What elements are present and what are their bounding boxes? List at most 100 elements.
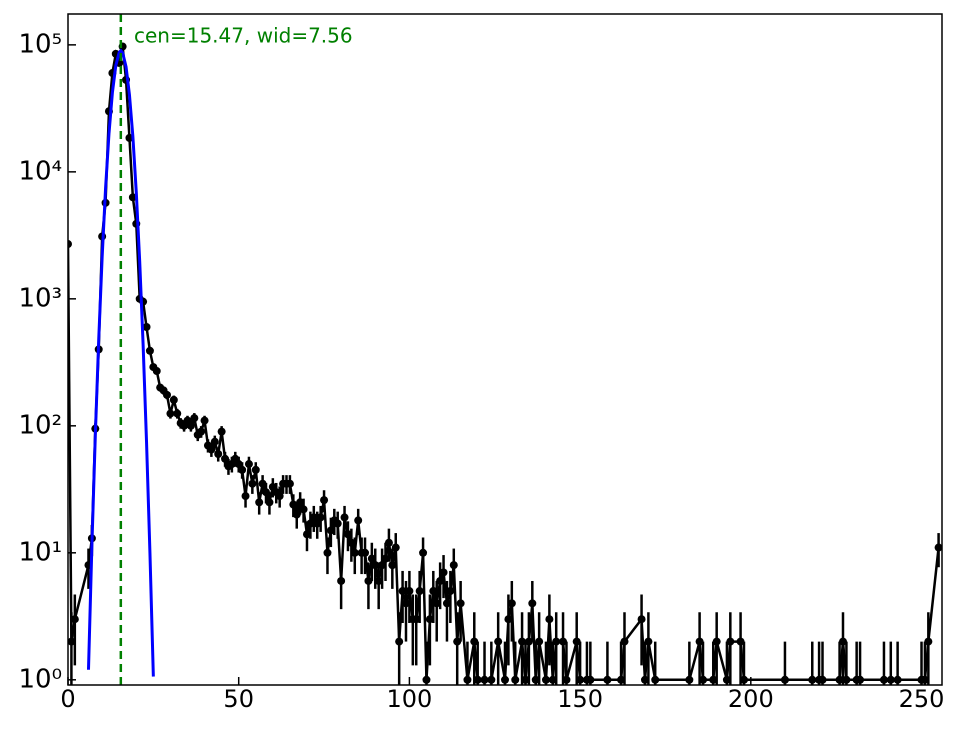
data-point [381,554,390,563]
data-point [262,488,271,497]
data-point [142,323,151,332]
data-point [726,637,735,646]
data-point [374,576,383,585]
data-point [361,548,370,557]
data-point [197,427,206,436]
data-point [572,637,581,646]
x-tick-label: 50 [223,685,254,713]
data-point [429,587,438,596]
data-point [473,675,482,684]
data-point [651,675,660,684]
data-point [487,675,496,684]
data-point [808,675,817,684]
data-point [739,675,748,684]
data-point [68,240,72,249]
data-point [395,637,404,646]
data-point [518,637,527,646]
y-tick-label: 10⁵ [18,29,62,59]
data-point [169,395,178,404]
data-point [323,548,332,557]
data-point [535,637,544,646]
data-point [398,587,407,596]
data-point [446,587,455,596]
data-point [886,675,895,684]
data-point [163,390,172,399]
data-point [166,409,175,418]
data-point [340,513,349,522]
data-point [214,449,223,458]
data-point [313,519,322,528]
data-point [709,675,718,684]
data-point [210,437,219,446]
data-point [603,675,612,684]
data-point [548,675,557,684]
data-point [924,637,933,646]
x-tick-label: 150 [557,685,603,713]
data-point [449,561,458,570]
data-point [258,479,267,488]
data-point [326,526,335,535]
data-point [350,548,359,557]
data-point [186,421,195,430]
data-point [893,675,902,684]
data-point [306,519,315,528]
data-point [521,675,530,684]
data-point [545,615,554,624]
data-point [68,637,76,646]
data-point [439,568,448,577]
data-point [453,637,462,646]
data-point [128,193,137,202]
data-point [70,615,79,624]
data-point [511,675,520,684]
x-tick-label: 0 [60,685,75,713]
data-point [422,675,431,684]
data-point [152,367,161,376]
data-point [528,599,537,608]
data-point [838,637,847,646]
y-tick-label: 10³ [18,283,62,313]
plot-frame [67,13,943,686]
y-tick-label: 10¹ [18,537,62,567]
data-point [384,538,393,547]
annotation: cen=15.47, wid=7.56 [134,24,353,48]
x-tick-label: 200 [728,685,774,713]
data-point [507,599,516,608]
data-point [559,637,568,646]
data-point [470,637,479,646]
data-point [695,637,704,646]
data-point [412,615,421,624]
data-point [371,561,380,570]
data-point [320,496,329,505]
data-point [562,675,571,684]
data-point [856,675,865,684]
data-point [309,513,318,522]
data-point [289,500,298,509]
data-point [378,561,387,570]
data-point [221,454,230,463]
data-point [248,479,257,488]
data-point [190,414,199,423]
data-point [217,427,226,436]
data-point [456,599,465,608]
data-point [415,587,424,596]
data-point [244,460,253,469]
data-point [275,492,284,501]
y-tick-label: 10² [18,410,62,440]
data-point [436,576,445,585]
data-point [480,675,489,684]
data-point [337,576,346,585]
data-point [241,492,250,501]
data-point [842,675,851,684]
data-point [685,675,694,684]
data-point [200,416,209,425]
x-tick-label: 250 [899,685,945,713]
data-point [442,599,451,608]
data-point [736,637,745,646]
data-point [367,554,376,563]
data-point [405,587,414,596]
data-point [494,637,503,646]
data-point [343,530,352,539]
data-point [504,615,513,624]
data-point [620,637,629,646]
data-point [238,465,247,474]
